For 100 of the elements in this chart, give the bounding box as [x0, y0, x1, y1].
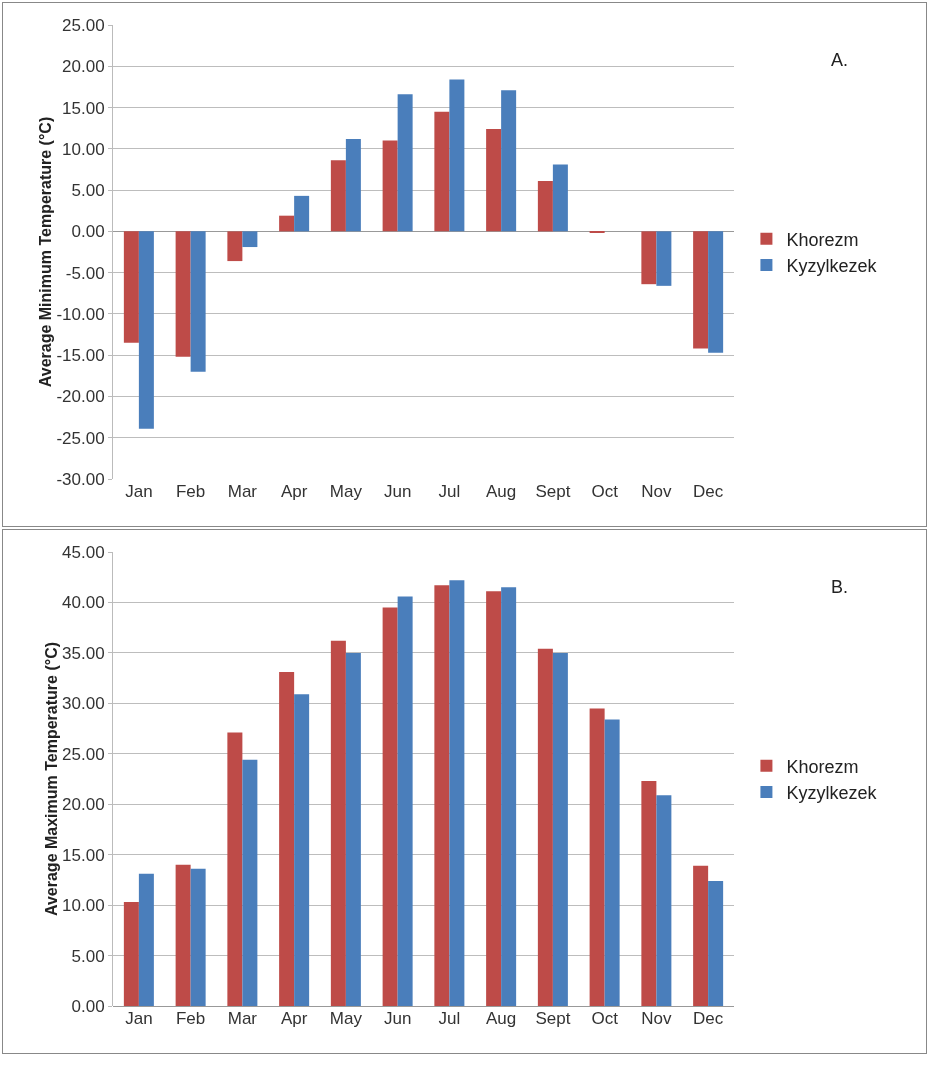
x-tick-label: Jul — [438, 482, 461, 501]
bar — [693, 865, 709, 1006]
bar — [294, 195, 310, 232]
bar — [190, 231, 206, 372]
legend-label: Kyzylkezek — [786, 256, 878, 277]
y-tick-label: 15.00 — [62, 98, 105, 118]
y-tick-label: -5.00 — [65, 263, 105, 283]
x-tick-label: Sept — [535, 1009, 571, 1028]
bar — [397, 94, 413, 232]
y-axis-title: Average Minimum Temperature (°C) — [37, 116, 55, 388]
x-tick-label: Apr — [280, 1009, 308, 1028]
y-tick-label: 20.00 — [62, 57, 105, 77]
bar — [434, 585, 450, 1006]
x-tick-label: Jan — [125, 1009, 153, 1028]
y-tick-label: 0.00 — [71, 222, 105, 242]
bar — [397, 596, 413, 1006]
bar — [589, 231, 605, 234]
bar — [227, 732, 243, 1006]
bar — [552, 652, 568, 1006]
bar — [382, 607, 398, 1006]
bar — [604, 719, 620, 1006]
bar — [175, 864, 191, 1006]
y-tick-label: -30.00 — [56, 469, 105, 489]
bar — [501, 90, 517, 232]
y-tick-label: 30.00 — [62, 694, 105, 714]
x-tick-label: Aug — [486, 1009, 517, 1028]
bar — [708, 231, 724, 353]
bar — [656, 795, 672, 1006]
x-tick-label: Oct — [591, 482, 619, 501]
bar — [434, 111, 450, 232]
y-axis-title: Average Maximum Temperature (°C) — [43, 641, 61, 917]
bar — [589, 708, 605, 1006]
bar — [641, 781, 657, 1006]
bar — [138, 873, 154, 1006]
bar — [641, 231, 657, 285]
y-tick-label: 45.00 — [62, 542, 105, 562]
bar — [693, 231, 709, 349]
x-tick-label: Nov — [641, 482, 672, 501]
y-tick-label: 10.00 — [62, 139, 105, 159]
x-tick-label: Jun — [383, 482, 412, 501]
y-tick-label: 0.00 — [71, 996, 105, 1016]
x-tick-label: Mar — [227, 1009, 258, 1028]
y-tick-label: 25.00 — [62, 744, 105, 764]
x-tick-label: Dec — [693, 1009, 724, 1028]
bar — [294, 694, 310, 1006]
x-tick-label: Sept — [535, 482, 571, 501]
x-tick-label: May — [329, 482, 363, 501]
text: B. — [831, 577, 849, 597]
bar — [345, 138, 361, 232]
legend-label: Khorezm — [786, 229, 859, 250]
y-tick-label: 40.00 — [62, 593, 105, 613]
y-tick-label: -20.00 — [56, 387, 105, 407]
bar — [708, 880, 724, 1006]
x-tick-label: Jul — [438, 1009, 461, 1028]
legend-label: Khorezm — [786, 756, 859, 777]
bar — [242, 759, 258, 1006]
x-tick-label: Jun — [383, 1009, 412, 1028]
x-tick-label: May — [329, 1009, 363, 1028]
bar — [501, 587, 517, 1006]
x-tick-label: Dec — [693, 482, 724, 501]
bar — [330, 160, 346, 232]
x-tick-label: Aug — [486, 482, 517, 501]
bar — [279, 672, 295, 1006]
x-tick-label: Oct — [591, 1009, 619, 1028]
bar — [486, 591, 502, 1006]
bar — [486, 129, 502, 232]
bar — [242, 231, 258, 248]
y-tick-label: 20.00 — [62, 795, 105, 815]
y-tick-label: 25.00 — [62, 15, 105, 35]
bar — [345, 652, 361, 1006]
y-tick-label: 5.00 — [71, 181, 105, 201]
y-tick-label: 35.00 — [62, 643, 105, 663]
bar — [175, 231, 191, 357]
bar — [382, 140, 398, 232]
x-tick-label: Feb — [175, 482, 206, 501]
x-tick-label: Nov — [641, 1009, 672, 1028]
y-tick-label: -15.00 — [56, 346, 105, 366]
text: A. — [831, 50, 849, 70]
y-tick-label: -25.00 — [56, 428, 105, 448]
x-tick-label: Apr — [280, 482, 308, 501]
y-tick-label: 5.00 — [71, 946, 105, 966]
bar — [279, 215, 295, 232]
y-tick-label: 10.00 — [62, 896, 105, 916]
y-tick-label: 15.00 — [62, 845, 105, 865]
bar — [552, 164, 568, 232]
bar — [537, 648, 553, 1006]
bar — [449, 79, 465, 232]
legend-label: Kyzylkezek — [786, 783, 878, 804]
bar — [227, 231, 243, 262]
y-tick-label: -10.00 — [56, 304, 105, 324]
bar — [123, 231, 139, 343]
bar — [537, 181, 553, 232]
bar — [190, 868, 206, 1006]
bar — [138, 231, 154, 429]
bar — [330, 640, 346, 1006]
bar — [449, 580, 465, 1006]
bar — [656, 231, 672, 286]
x-tick-label: Feb — [175, 1009, 206, 1028]
x-tick-label: Jan — [125, 482, 153, 501]
x-tick-label: Mar — [227, 482, 258, 501]
